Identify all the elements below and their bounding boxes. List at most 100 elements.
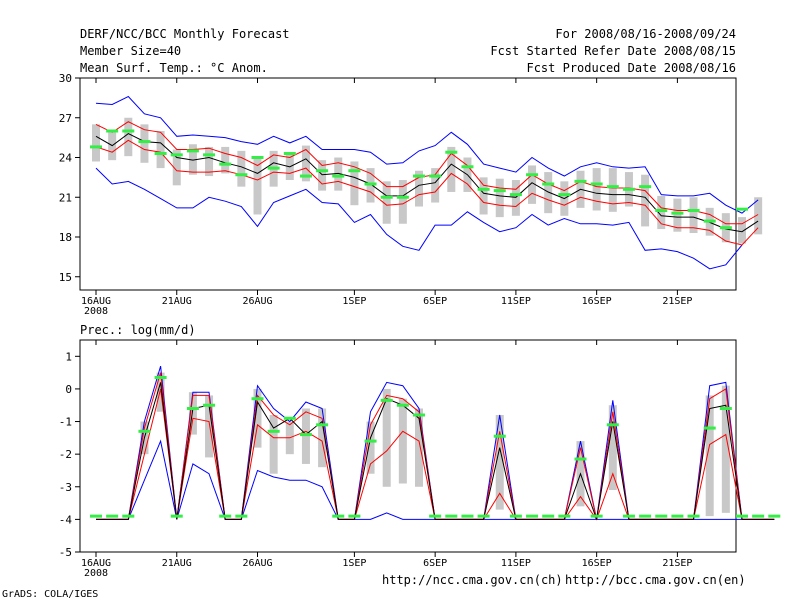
precip-spread-box: [415, 408, 423, 487]
forecast-produced-label: Fcst Produced Date 2008/08/16: [526, 61, 736, 75]
chart-title: DERF/NCC/BCC Monthly Forecast: [80, 27, 290, 41]
temp-spread-box: [431, 168, 440, 203]
member-size-label: Member Size=40: [80, 44, 182, 58]
precip-spread-box: [382, 388, 391, 487]
temp-spread-box: [447, 146, 456, 192]
temp-xtick-label: 16SEP: [582, 296, 612, 307]
temp-spread-box: [673, 198, 682, 232]
precip-spread-box: [253, 388, 262, 448]
temp-spread-box: [754, 197, 763, 235]
precip-panel-label: Prec.: log(mm/d): [80, 323, 196, 337]
temp-spread-box: [641, 174, 650, 227]
temp-spread-box: [253, 157, 262, 215]
temp-p25-line: [95, 139, 759, 246]
precip-ytick-label: -3: [59, 481, 72, 494]
temp-spread-box: [221, 146, 230, 174]
precip-xtick-label: 21SEP: [662, 558, 692, 569]
forecast-period-label: For 2008/08/16-2008/09/24: [555, 27, 736, 41]
precip-ytick-label: 1: [65, 350, 72, 363]
precip-xtick-label: 1SEP: [342, 558, 366, 569]
precip-frame: [79, 339, 737, 553]
temp-ytick-label: 24: [59, 152, 73, 165]
precip-ytick-label: 0: [65, 383, 72, 396]
precip-mean-line: [96, 382, 775, 520]
precip-spread-box: [398, 398, 407, 484]
temp-xtick-label: 6SEP: [423, 296, 447, 307]
temp-spread-box: [92, 124, 100, 162]
ncc-link[interactable]: http://ncc.cma.gov.cn(ch): [382, 573, 563, 587]
temp-ytick-label: 30: [59, 72, 72, 85]
precip-min-line: [96, 439, 775, 520]
temp-spread-box: [689, 197, 698, 234]
temp-max-line: [95, 95, 759, 214]
variable-label: Mean Surf. Temp.: °C Anom.: [80, 61, 268, 75]
temp-spread-box: [318, 160, 327, 191]
temp-xtick-label: 1SEP: [342, 296, 366, 307]
precip-spread-box: [301, 408, 310, 464]
precip-p75-line: [96, 372, 775, 520]
temp-frame: [79, 77, 737, 291]
temp-spread-box: [156, 131, 165, 169]
precip-spread-box: [188, 392, 197, 435]
precip-spread-box: [366, 421, 375, 474]
precip-year-label: 2008: [84, 568, 108, 579]
temp-p75-line: [95, 121, 759, 225]
precip-spread-box: [269, 415, 278, 474]
precip-spread-box: [705, 395, 714, 517]
temp-spread-box: [495, 178, 504, 218]
precip-ytick-label: -2: [59, 448, 72, 461]
temp-spread-box: [528, 165, 537, 204]
temp-ytick-label: 15: [59, 271, 72, 284]
precip-xtick-label: 16AUG: [81, 558, 111, 569]
grads-credit: GrADS: COLA/IGES: [2, 589, 99, 600]
precip-ytick-label: -5: [59, 546, 72, 559]
precip-xtick-label: 6SEP: [423, 558, 447, 569]
precip-spread-box: [318, 408, 327, 468]
precip-max-line: [96, 365, 775, 520]
precip-ytick-label: -1: [59, 416, 72, 429]
temp-spread-box: [544, 172, 553, 214]
temp-mean-line: [95, 133, 759, 233]
temp-spread-box: [511, 180, 520, 216]
temp-spread-box: [301, 145, 310, 182]
temp-spread-box: [592, 168, 601, 211]
temp-spread-box: [188, 144, 197, 175]
temp-spread-box: [334, 157, 343, 191]
temp-spread-box: [124, 117, 133, 157]
precip-xtick-label: 26AUG: [242, 558, 272, 569]
temp-spread-box: [398, 180, 407, 224]
temp-min-line: [95, 167, 743, 270]
precip-xtick-label: 16SEP: [582, 558, 612, 569]
temp-xtick-label: 21SEP: [662, 296, 692, 307]
precip-spread-box: [721, 385, 730, 513]
temp-xtick-label: 21AUG: [162, 296, 192, 307]
temp-ytick-label: 21: [59, 191, 72, 204]
precip-ytick-label: -4: [59, 513, 73, 526]
temp-spread-box: [382, 181, 391, 224]
temp-spread-box: [479, 177, 488, 215]
temp-spread-box: [608, 168, 617, 212]
precip-xtick-label: 21AUG: [162, 558, 192, 569]
temp-spread-box: [350, 161, 359, 206]
temp-spread-box: [657, 195, 666, 230]
temp-spread-box: [738, 217, 746, 244]
temp-ytick-label: 27: [59, 112, 72, 125]
forecast-started-label: Fcst Started Refer Date 2008/08/15: [490, 44, 736, 58]
temp-spread-box: [237, 150, 246, 187]
temp-xtick-label: 26AUG: [242, 296, 272, 307]
precip-spread-box: [495, 415, 504, 510]
temp-year-label: 2008: [84, 306, 108, 317]
bcc-link[interactable]: http://bcc.cma.gov.cn(en): [565, 573, 746, 587]
temp-xtick-label: 16AUG: [81, 296, 111, 307]
temp-ytick-label: 18: [59, 231, 72, 244]
precip-xtick-label: 11SEP: [501, 558, 531, 569]
precip-spread-box: [205, 395, 214, 458]
temp-spread-box: [415, 170, 423, 207]
precip-spread-box: [608, 405, 617, 491]
temp-spread-box: [172, 149, 181, 186]
temp-xtick-label: 11SEP: [501, 296, 531, 307]
temp-spread-box: [205, 146, 214, 177]
